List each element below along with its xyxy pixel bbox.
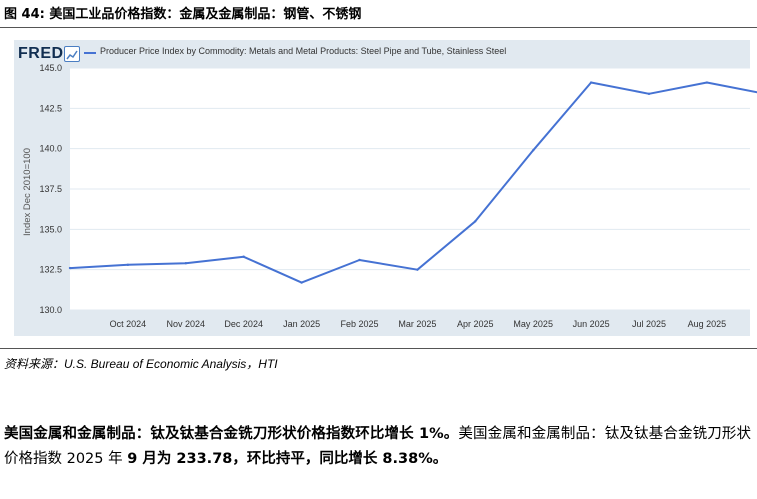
y-tick-label: 140.0 [39,144,62,154]
legend-series-name: Producer Price Index by Commodity: Metal… [100,46,507,56]
x-tick-label: Oct 2024 [110,319,147,329]
y-tick-label: 130.0 [39,305,62,315]
y-tick-label: 135.0 [39,224,62,234]
source-note: 资料来源：U.S. Bureau of Economic Analysis，HT… [4,357,278,371]
x-tick-label: May 2025 [513,319,553,329]
data-point [358,258,361,262]
x-tick-label: Jun 2025 [573,319,610,329]
x-tick-label: Apr 2025 [457,319,494,329]
x-tick-label: Jul 2025 [632,319,666,329]
legend-swatch [84,52,96,54]
data-point [705,81,709,84]
data-point [647,92,651,96]
line-chart: 130.0 132.5 135.0 137.5 140.0 142.5 145.0 Oct … [22,63,757,329]
bottom-divider [0,348,757,349]
y-axis-label: Index Dec 2010=100 [22,148,33,236]
data-point [589,81,593,84]
fred-logo[interactable]: FRED [18,45,64,62]
y-tick-label: 142.5 [39,103,62,113]
x-tick-label: Nov 2024 [167,319,206,329]
summary-text: 美国金属和金属制品：钛及钛基合金铣刀形状价格指数 2025 年 [4,426,751,467]
x-tick-label: Mar 2025 [398,319,436,329]
x-tick-label: Jan 2025 [283,319,320,329]
summary-paragraph: 美国金属和金属制品：钛及钛基合金铣刀形状价格指数环比增长 1%。美国金属和金属制… [4,422,751,472]
y-tick-label: 137.5 [39,184,62,194]
y-tick-label: 145.0 [39,63,62,73]
data-point [242,255,245,258]
summary-lead: 美国金属和金属制品：钛及钛基合金铣刀形状价格指数环比增长 1%。 [4,426,459,442]
data-point [184,262,187,265]
data-point [300,281,303,284]
summary-figures: 9 月为 233.78，环比持平，同比增长 8.38%。 [127,451,448,467]
data-point [532,149,535,152]
data-point [416,268,419,271]
chart-line-icon [64,46,80,62]
x-tick-label: Aug 2025 [688,319,727,329]
data-point [474,220,477,223]
data-point [68,266,72,270]
y-tick-label: 132.5 [39,265,62,275]
data-point [126,263,130,267]
figure-title: 图 44: 美国工业品价格指数：金属及金属制品：钢管、不锈钢 [4,7,362,22]
top-divider [0,27,757,28]
x-tick-label: Dec 2024 [224,319,263,329]
x-tick-label: Feb 2025 [340,319,378,329]
